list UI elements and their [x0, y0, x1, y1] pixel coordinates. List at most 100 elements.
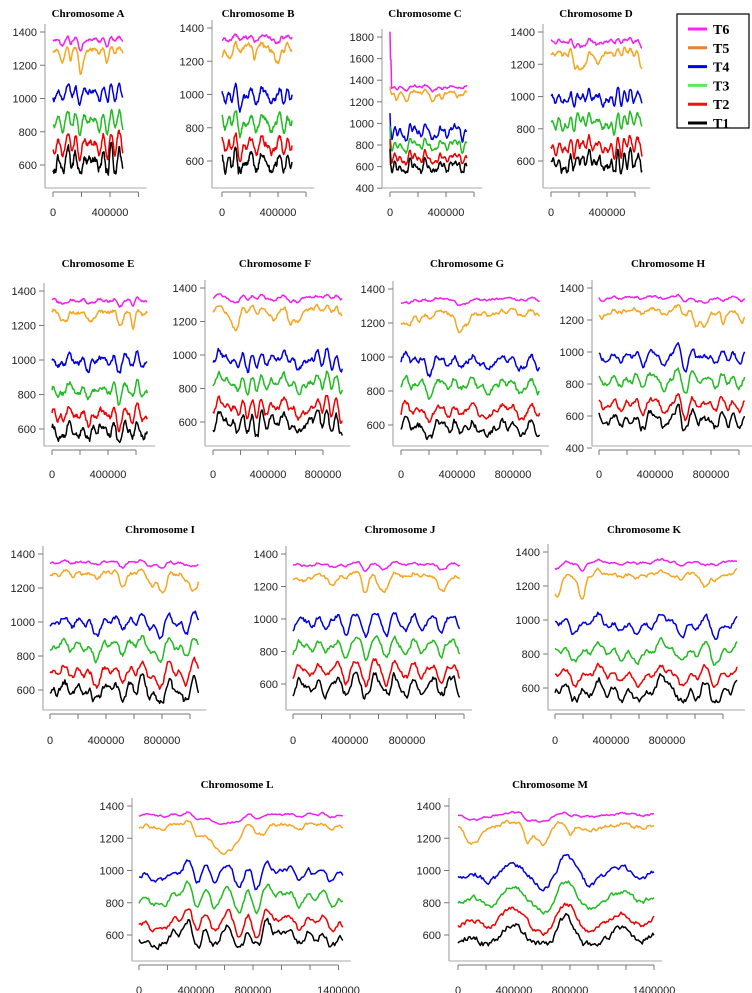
x-tick-label: 800000: [389, 735, 426, 747]
series-line-t2: [389, 139, 468, 166]
y-tick-label: 1400: [254, 549, 278, 561]
y-tick-label: 600: [19, 160, 37, 172]
x-tick-label: 400000: [593, 735, 630, 747]
y-tick-label: 1400: [180, 23, 204, 35]
series-line-t2: [221, 132, 293, 163]
x-tick-label: 0: [219, 207, 225, 219]
x-tick-label: 0: [136, 985, 142, 993]
y-tick-label: 600: [17, 685, 35, 697]
series-line-t1: [52, 141, 124, 176]
series-line-t6: [389, 31, 468, 93]
y-tick-label: 600: [423, 930, 441, 942]
x-tick-label: 0: [290, 735, 296, 747]
chart-title: Chromosome B: [222, 8, 295, 20]
y-tick-label: 1400: [516, 547, 540, 559]
series-line-t1: [457, 912, 655, 947]
series-line-t3: [550, 110, 643, 136]
series-line-t6: [221, 33, 293, 45]
chart-panel-l: Chromosome L 600 800 1000 1200 1400 0 400000 800…: [100, 779, 360, 993]
x-tick-label: 0: [210, 469, 216, 481]
y-tick-label: 1400: [11, 549, 35, 561]
series-line-t2: [138, 908, 344, 939]
y-tick-label: 800: [522, 649, 540, 661]
y-tick-label: 400: [356, 183, 374, 195]
y-tick-label: 800: [423, 898, 441, 910]
legend-item-t3: T3: [688, 79, 729, 94]
series-line-t5: [52, 45, 124, 76]
x-tick-label: 800000: [693, 469, 730, 481]
chart-panel-e: Chromosome E 600 800 1000 1200 1400 0 400000: [12, 258, 156, 481]
legend-item-t5: T5: [688, 42, 729, 57]
y-tick-label: 600: [356, 162, 374, 174]
y-tick-label: 1000: [13, 94, 37, 106]
series-line-t1: [51, 419, 148, 444]
chart-panel-m: Chromosome M 600 800 1000 1200 1400 0 400000 800…: [417, 779, 676, 993]
legend-item-t6: T6: [688, 23, 729, 38]
chart-title: Chromosome L: [201, 779, 274, 791]
y-tick-label: 1200: [511, 59, 535, 71]
x-tick-label: 400000: [90, 469, 127, 481]
series-line-t2: [598, 393, 746, 422]
chart-title: Chromosome J: [365, 524, 436, 536]
y-tick-label: 400: [566, 443, 584, 455]
series-line-t5: [400, 307, 541, 334]
legend-label: T2: [713, 98, 729, 113]
y-tick-label: 600: [522, 683, 540, 695]
series-line-t1: [389, 148, 468, 175]
y-tick-label: 800: [566, 379, 584, 391]
chart-title: Chromosome A: [52, 8, 125, 20]
series-line-t3: [221, 110, 293, 139]
series-line-t3: [292, 635, 461, 662]
series-line-t4: [52, 82, 124, 107]
series-line-t6: [400, 296, 541, 307]
x-tick-label: 400000: [92, 207, 129, 219]
legend-label: T1: [713, 117, 729, 132]
x-tick-label: 0: [49, 469, 55, 481]
series-line-t4: [457, 853, 655, 892]
series-line-t4: [292, 612, 461, 639]
series-line-t5: [389, 86, 468, 103]
y-tick-label: 1000: [254, 614, 278, 626]
series-line-t2: [292, 658, 461, 688]
x-tick-label: 400000: [178, 985, 215, 993]
chart-panel-k: Chromosome K 600 800 1000 1200 1400 0 400000 800…: [516, 524, 745, 747]
chart-title: Chromosome M: [512, 779, 588, 791]
series-line-t2: [400, 399, 541, 424]
legend-item-t4: T4: [688, 61, 729, 76]
series-line-t4: [554, 611, 738, 641]
x-tick-label: 0: [398, 469, 404, 481]
x-tick-label: 400000: [88, 735, 125, 747]
series-line-t2: [554, 662, 738, 689]
series-line-t1: [221, 146, 293, 175]
chart-panel-a: Chromosome A 600 800 1000 1200 1400 0 400000: [13, 8, 147, 219]
x-tick-label: 400000: [250, 469, 287, 481]
y-tick-label: 1200: [560, 315, 584, 327]
y-tick-label: 1000: [100, 866, 124, 878]
series-line-t4: [212, 347, 344, 374]
series-line-t2: [550, 133, 643, 160]
series-line-t3: [138, 880, 344, 915]
y-tick-label: 1200: [361, 318, 385, 330]
x-tick-label: 400000: [637, 469, 674, 481]
legend-label: T4: [713, 61, 729, 76]
chart-title: Chromosome E: [62, 258, 135, 270]
x-tick-label: 0: [387, 207, 393, 219]
series-line-t2: [457, 902, 655, 937]
x-tick-label: 800000: [552, 985, 589, 993]
y-tick-label: 800: [356, 140, 374, 152]
chart-title: Chromosome G: [430, 258, 504, 270]
series-line-t3: [389, 126, 468, 155]
y-tick-label: 600: [517, 156, 535, 168]
series-line-t5: [49, 568, 200, 594]
x-tick-label: 800000: [235, 985, 272, 993]
y-tick-label: 1400: [417, 801, 441, 813]
series-line-t2: [51, 402, 148, 433]
x-tick-label: 0: [548, 207, 554, 219]
chart-panel-i: Chromosome I 600 800 1000 1200 1400 0 400000 800…: [11, 524, 207, 747]
series-line-t6: [550, 36, 643, 49]
y-tick-label: 1400: [100, 801, 124, 813]
series-line-t1: [598, 403, 746, 432]
y-tick-label: 1400: [560, 283, 584, 295]
y-tick-label: 1200: [417, 833, 441, 845]
